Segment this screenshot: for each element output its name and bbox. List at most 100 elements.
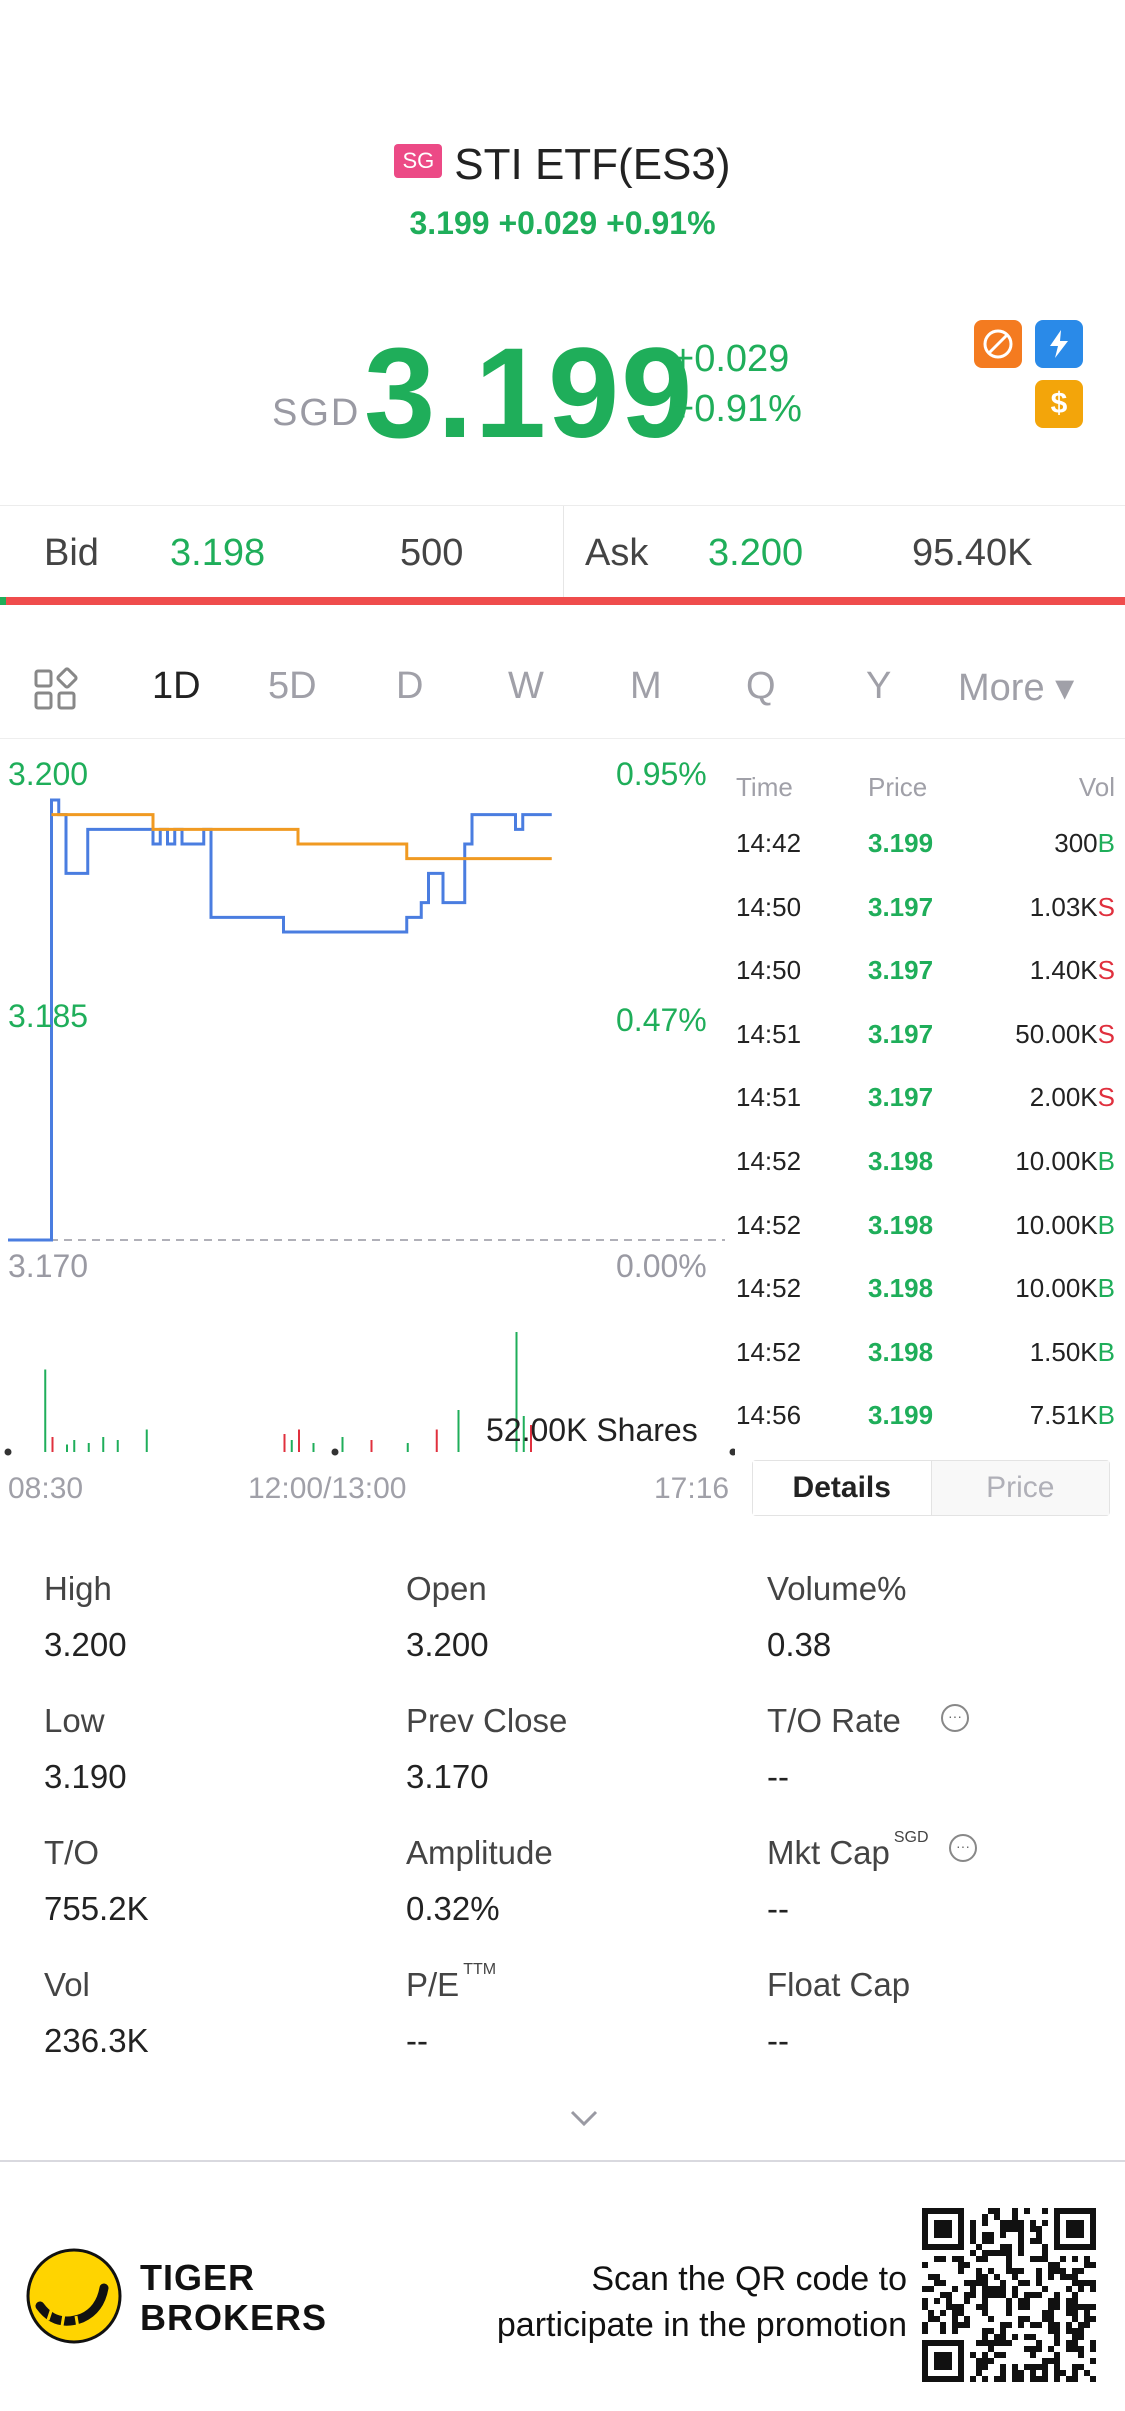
time-mid-label: 12:00/13:00 xyxy=(248,1472,407,1505)
tick-vol-value: 10.00K xyxy=(1015,1146,1098,1176)
tick-side: S xyxy=(1097,955,1115,986)
tick-time: 14:52 xyxy=(736,1209,802,1240)
tick-row: 14:52 3.198 10.00KB xyxy=(730,1210,1115,1270)
tick-price: 3.198 xyxy=(868,1209,934,1240)
tick-volume: 1.40KS xyxy=(1030,955,1115,986)
time-end-label: 17:16 xyxy=(654,1472,730,1505)
tick-time: 14:52 xyxy=(736,1336,802,1367)
y-axis-bottom-label: 3.170 xyxy=(8,1248,89,1284)
stat-prev-close: Prev Close 3.170 xyxy=(406,1702,746,1796)
tick-row: 14:51 3.197 50.00KS xyxy=(730,1019,1115,1079)
tick-vol-value: 1.50K xyxy=(1029,1336,1098,1367)
tick-side: B xyxy=(1097,1400,1115,1431)
tick-vol-value: 300 xyxy=(1054,828,1098,858)
brand-name: TIGER BROKERS xyxy=(140,2258,327,2338)
promo-footer: TIGER BROKERS Scan the QR code to partic… xyxy=(0,2162,1125,2411)
stat-value: 0.32% xyxy=(406,1890,500,1927)
tick-vol-value: 10.00K xyxy=(1015,1209,1098,1240)
tick-side: B xyxy=(1097,1336,1115,1367)
tick-side: S xyxy=(1097,1018,1115,1049)
no-short-icon[interactable] xyxy=(974,320,1022,368)
stat-label: Prev Close xyxy=(406,1702,568,1739)
stock-title: SG STI ETF(ES3) xyxy=(0,140,1125,190)
more-info-icon[interactable]: ··· xyxy=(941,1704,969,1732)
session-marker xyxy=(331,1448,339,1456)
stat-label: Volume% xyxy=(767,1570,907,1607)
price-toggle[interactable]: Price xyxy=(931,1461,1109,1515)
tick-volume: 1.50KB xyxy=(1030,1337,1115,1368)
expand-chevron-down-icon[interactable] xyxy=(566,2100,602,2136)
tab-y[interactable]: Y xyxy=(866,665,892,707)
stat-amplitude: Amplitude 0.32% xyxy=(406,1834,746,1928)
stat-label: Amplitude xyxy=(406,1834,553,1871)
stat-label: Vol xyxy=(44,1966,90,2003)
bid-size: 500 xyxy=(400,532,464,574)
tick-vol-value: 10.00K xyxy=(1015,1273,1098,1304)
volume-bar xyxy=(66,1444,68,1452)
tick-volume: 2.00KS xyxy=(1030,1082,1115,1113)
volume-bar xyxy=(44,1369,47,1452)
stat-value: -- xyxy=(767,1890,789,1927)
stat-low: Low 3.190 xyxy=(44,1702,384,1796)
tick-time: 14:56 xyxy=(736,1400,802,1431)
volume-bar xyxy=(298,1429,300,1452)
tab-w[interactable]: W xyxy=(508,665,544,707)
flash-trade-icon[interactable] xyxy=(1035,320,1083,368)
stat-value: 3.170 xyxy=(406,1758,489,1795)
promo-text: Scan the QR code to participate in the p… xyxy=(497,2256,907,2348)
average-price-line xyxy=(51,813,552,861)
ask-label: Ask xyxy=(585,532,649,574)
volume-bar xyxy=(435,1429,438,1452)
tick-row: 14:56 3.199 7.51KB xyxy=(730,1400,1115,1460)
tab-m[interactable]: M xyxy=(630,665,662,707)
footer-divider xyxy=(0,2160,1125,2162)
stat-value: 0.38 xyxy=(767,1626,832,1663)
volume-bar xyxy=(145,1429,148,1452)
stock-name: STI ETF(ES3) xyxy=(454,140,731,189)
tick-row: 14:50 3.197 1.03KS xyxy=(730,892,1115,952)
volume-bar xyxy=(312,1443,315,1452)
ticks-header-vol: Vol xyxy=(1078,772,1115,802)
volume-bar xyxy=(341,1437,344,1452)
pct-axis-top-label: 0.95% xyxy=(616,756,707,792)
session-marker xyxy=(4,1448,12,1456)
ask-size: 95.40K xyxy=(912,532,1033,574)
pct-axis-bottom-label: 0.00% xyxy=(616,1248,707,1284)
ticks-header-time: Time xyxy=(736,772,793,802)
tick-volume: 7.51KB xyxy=(1030,1400,1115,1431)
chart-type-grid-icon[interactable] xyxy=(34,667,78,711)
dollar-icon[interactable]: $ xyxy=(1035,380,1083,428)
market-badge: SG xyxy=(394,144,443,179)
volume-bar xyxy=(457,1410,460,1452)
volume-bar xyxy=(283,1434,286,1452)
more-info-icon[interactable]: ··· xyxy=(949,1834,977,1862)
stat-to-rate: T/O Rate ··· -- xyxy=(767,1702,1107,1796)
tick-side: B xyxy=(1097,1209,1115,1240)
details-toggle[interactable]: Details xyxy=(753,1461,932,1515)
tick-time: 14:52 xyxy=(736,1273,802,1304)
stat-label: Open xyxy=(406,1570,487,1607)
details-price-switch: Details Price xyxy=(752,1460,1110,1516)
stat-vol: Vol 236.3K xyxy=(44,1966,384,2060)
promo-line-1: Scan the QR code to xyxy=(591,2260,907,2298)
promo-qr-code[interactable] xyxy=(922,2208,1096,2382)
tab-1d[interactable]: 1D xyxy=(152,665,201,707)
intraday-chart-svg xyxy=(4,798,737,1456)
tick-time: 14:50 xyxy=(736,955,802,986)
quote-panel: SGD 3.199 +0.029 +0.91% $ xyxy=(0,320,1125,465)
brand-line-2: BROKERS xyxy=(140,2297,328,2338)
tick-price: 3.199 xyxy=(868,1400,934,1431)
tick-time: 14:42 xyxy=(736,828,802,858)
tab-more[interactable]: More ▾ xyxy=(958,667,1075,709)
volume-bar xyxy=(370,1440,373,1452)
tick-row: 14:42 3.199 300B xyxy=(730,828,1115,888)
tab-q[interactable]: Q xyxy=(746,665,776,707)
tick-price: 3.199 xyxy=(868,828,934,858)
tick-row: 14:52 3.198 10.00KB xyxy=(730,1273,1115,1333)
intraday-chart[interactable]: 3.200 3.185 3.170 0.95% 0.47% 0.00% 52.0… xyxy=(0,740,737,1500)
tab-d[interactable]: D xyxy=(396,665,424,707)
volume-bar xyxy=(530,1425,532,1452)
tick-vol-value: 1.40K xyxy=(1029,955,1098,986)
tab-5d[interactable]: 5D xyxy=(268,665,317,707)
stat-open: Open 3.200 xyxy=(406,1570,746,1664)
